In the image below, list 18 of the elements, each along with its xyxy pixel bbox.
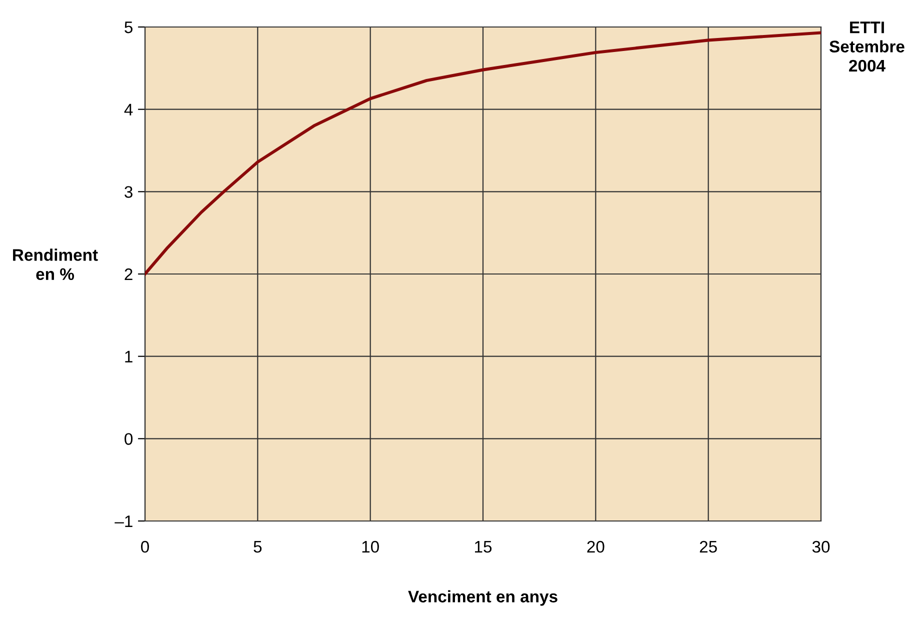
x-tick-label: 0 <box>141 540 149 553</box>
x-tick-label: 20 <box>587 540 604 553</box>
y-tick-label: –1 <box>114 516 132 528</box>
y-tick-label: 5 <box>124 22 132 34</box>
y-tick-label: 1 <box>125 350 132 362</box>
line-series <box>145 31 821 276</box>
y-tick-label: 4 <box>124 104 133 116</box>
x-axis-title: Venciment en anys <box>408 590 558 606</box>
y-tick-label: 2 <box>124 268 132 280</box>
text: ETTI Setembre 2004 <box>830 22 904 72</box>
y-tick-label: 3 <box>124 186 132 198</box>
x-tick-label: 5 <box>254 541 262 553</box>
x-tick-label: 30 <box>812 540 830 553</box>
x-tick-label: 25 <box>700 540 717 553</box>
x-tick-label: 10 <box>362 540 379 553</box>
y-tick-label: 0 <box>124 433 133 445</box>
x-tick-label: 15 <box>475 541 492 553</box>
y-axis-title: Rendiment en % <box>13 248 98 280</box>
